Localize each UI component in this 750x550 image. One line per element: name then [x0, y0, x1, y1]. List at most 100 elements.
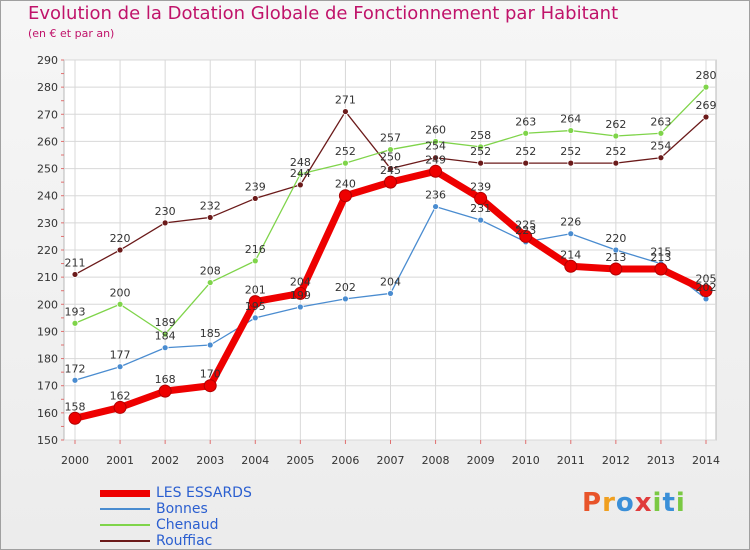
logo-letter: t — [662, 488, 676, 518]
data-label: 215 — [650, 246, 671, 259]
data-label: 170 — [200, 368, 221, 381]
y-tick-label: 200 — [37, 298, 58, 311]
data-label: 185 — [200, 327, 221, 340]
data-point — [206, 341, 214, 349]
data-point — [342, 159, 349, 167]
y-tick-label: 270 — [37, 108, 58, 121]
y-tick-label: 170 — [37, 380, 58, 393]
y-tick-label: 190 — [37, 325, 58, 338]
data-label: 205 — [696, 273, 717, 286]
data-label: 239 — [470, 180, 491, 193]
data-label: 252 — [470, 145, 491, 158]
data-label: 252 — [605, 145, 626, 158]
data-point — [432, 138, 439, 145]
data-label: 195 — [245, 300, 266, 313]
x-tick-label: 2008 — [422, 454, 450, 467]
data-label: 248 — [290, 156, 311, 169]
data-label: 264 — [560, 113, 581, 126]
y-tick-label: 240 — [37, 190, 58, 203]
data-label: 262 — [605, 118, 626, 131]
data-label: 249 — [425, 153, 446, 166]
data-point — [477, 143, 485, 151]
data-label: 193 — [65, 305, 86, 318]
logo-letter: x — [634, 488, 653, 518]
data-label: 204 — [380, 275, 401, 288]
x-tick-label: 2004 — [241, 454, 269, 467]
y-tick-label: 160 — [37, 407, 58, 420]
data-label: 244 — [290, 167, 311, 180]
data-point — [387, 146, 394, 153]
data-point — [387, 165, 394, 172]
data-label: 177 — [110, 349, 131, 362]
data-point — [68, 411, 82, 425]
data-label: 213 — [650, 251, 671, 264]
data-point — [116, 300, 124, 308]
data-point — [161, 330, 169, 338]
data-label: 252 — [335, 145, 356, 158]
logo-letter: i — [675, 488, 686, 518]
data-point — [203, 379, 217, 393]
y-tick-label: 280 — [37, 81, 58, 94]
x-tick-label: 2009 — [467, 454, 495, 467]
legend-label: Bonnes — [156, 501, 208, 517]
data-point — [567, 127, 575, 134]
legend-swatch — [100, 508, 150, 510]
data-label: 239 — [245, 180, 266, 193]
y-tick-label: 250 — [37, 163, 58, 176]
data-label: 200 — [110, 286, 131, 299]
chart-title: Evolution de la Dotation Globale de Fonc… — [28, 3, 619, 24]
x-tick-label: 2002 — [151, 454, 179, 467]
data-label: 172 — [65, 362, 86, 375]
data-point — [519, 229, 533, 243]
data-point — [251, 314, 259, 322]
y-tick-label: 230 — [37, 217, 58, 230]
logo-letter: r — [602, 488, 616, 518]
data-point — [654, 262, 668, 276]
y-tick-label: 180 — [37, 353, 58, 366]
data-point — [609, 262, 623, 276]
data-label: 220 — [605, 232, 626, 245]
x-tick-label: 2000 — [61, 454, 89, 467]
y-tick-label: 260 — [37, 135, 58, 148]
data-label: 230 — [155, 205, 176, 218]
data-point — [161, 344, 169, 352]
data-label: 204 — [290, 275, 311, 288]
data-label: 208 — [200, 265, 221, 278]
data-label: 202 — [696, 281, 717, 294]
data-point — [248, 295, 262, 309]
data-label: 258 — [470, 129, 491, 142]
data-point — [432, 203, 439, 210]
y-tick-label: 210 — [37, 271, 58, 284]
data-label: 254 — [425, 140, 446, 153]
data-point — [116, 246, 124, 254]
data-label: 189 — [155, 316, 176, 329]
data-label: 257 — [380, 132, 401, 145]
data-point — [293, 286, 307, 300]
data-point — [338, 189, 352, 203]
data-point — [71, 376, 79, 384]
x-tick-label: 2010 — [512, 454, 540, 467]
logo-letter: i — [652, 488, 663, 518]
data-point — [387, 290, 394, 297]
data-label: 213 — [605, 251, 626, 264]
legend-swatch — [100, 524, 150, 526]
legend-swatch — [100, 540, 150, 542]
data-label: 245 — [380, 164, 401, 177]
data-label: 184 — [155, 330, 176, 343]
data-point — [657, 129, 665, 137]
data-label: 158 — [65, 400, 86, 413]
data-label: 201 — [245, 284, 266, 297]
data-point — [567, 159, 575, 167]
data-point — [564, 259, 578, 273]
data-label: 226 — [560, 216, 581, 229]
data-point — [522, 159, 530, 167]
data-label: 260 — [425, 123, 446, 136]
legend-label: LES ESSARDS — [156, 485, 252, 501]
legend-label: Chenaud — [156, 517, 219, 533]
data-point — [432, 154, 439, 162]
data-label: 263 — [650, 115, 671, 128]
data-point — [702, 113, 710, 121]
data-point — [384, 175, 397, 189]
data-point — [251, 195, 259, 202]
legend-label: Rouffiac — [156, 533, 213, 549]
